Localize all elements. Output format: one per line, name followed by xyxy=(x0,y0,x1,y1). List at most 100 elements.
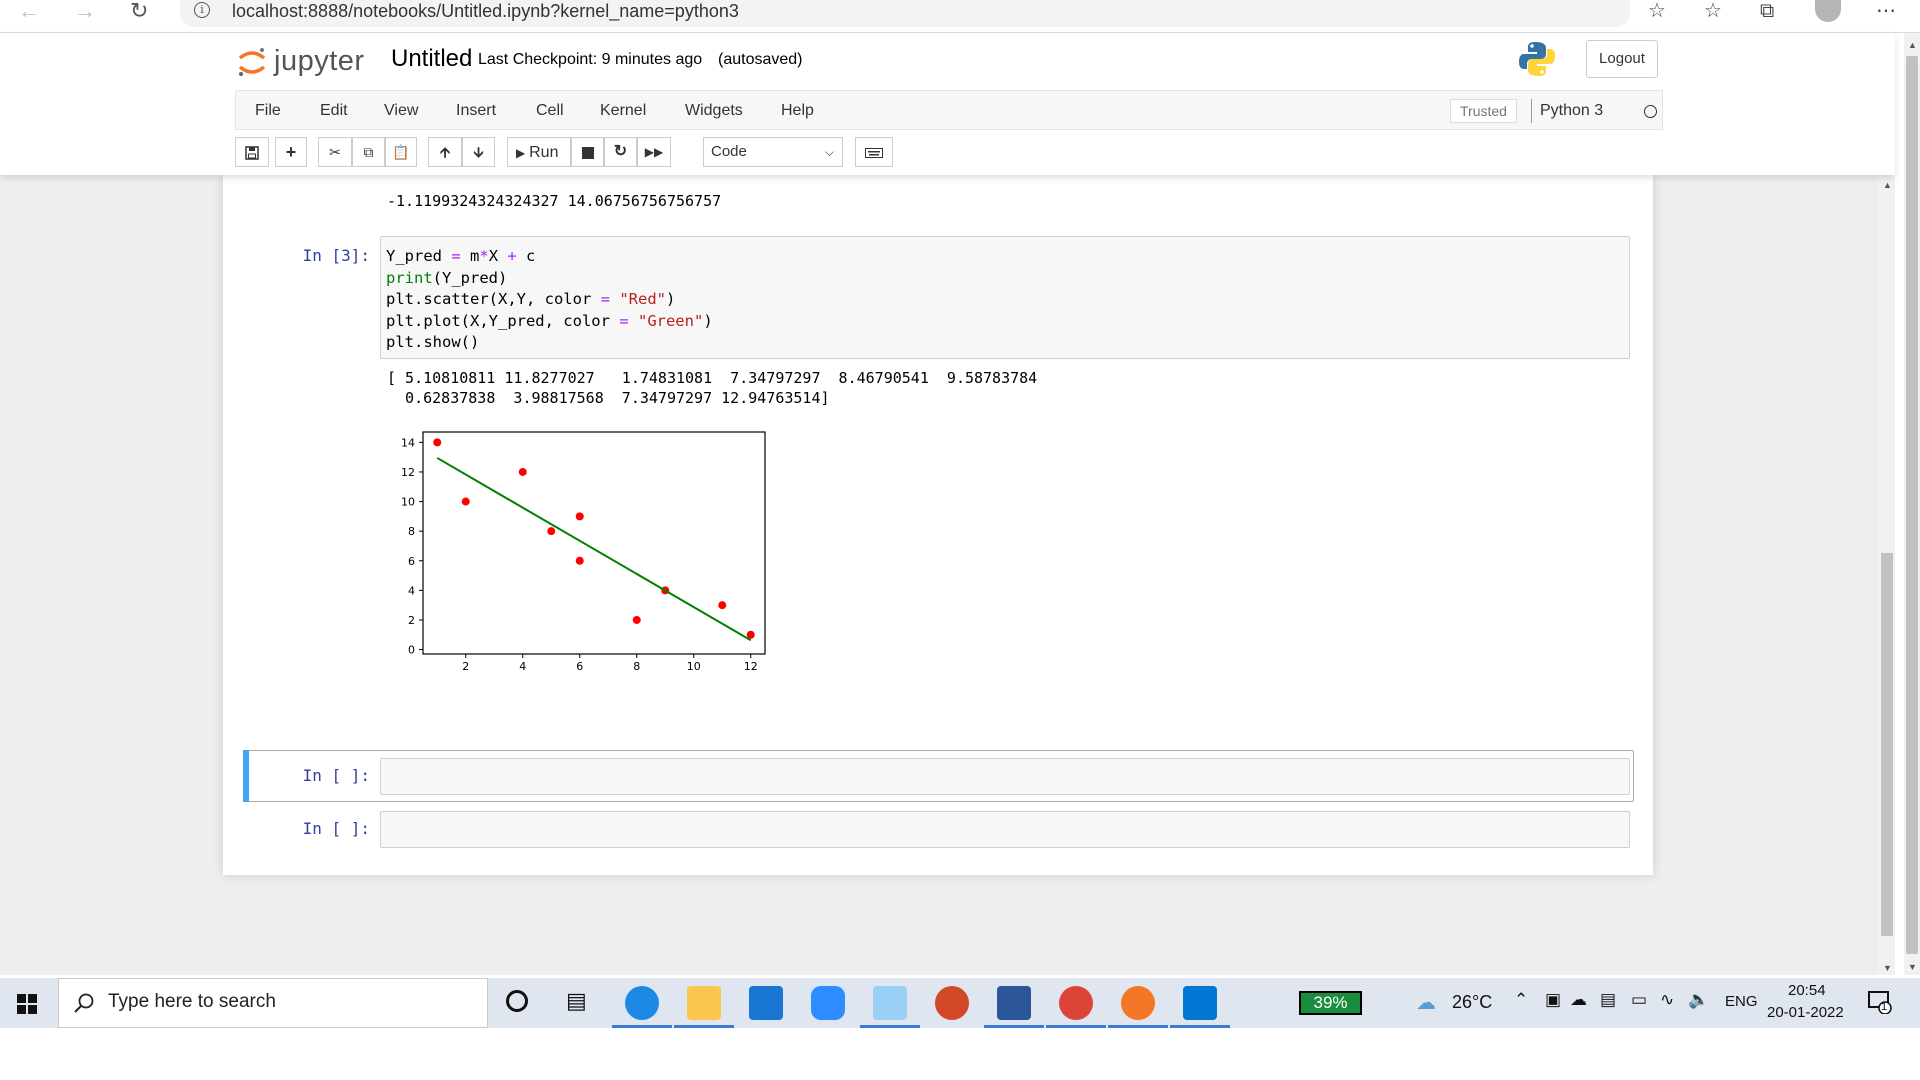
wifi-icon[interactable]: ∿ xyxy=(1660,990,1675,1009)
insert-cell-button[interactable]: + xyxy=(275,137,307,167)
device-icon[interactable]: ▤ xyxy=(1600,990,1617,1009)
menu-kernel[interactable]: Kernel xyxy=(600,102,647,119)
paste-button[interactable]: 📋 xyxy=(385,137,417,167)
copy-button[interactable]: ⧉ xyxy=(352,137,385,167)
restart-icon: ↻ xyxy=(613,143,628,160)
arrow-up-icon: 🡩 xyxy=(439,144,451,160)
empty-cell-editor-2[interactable] xyxy=(380,811,1630,848)
jupyter-active-indicator xyxy=(1108,1025,1168,1028)
chrome-active-indicator xyxy=(1046,1025,1106,1028)
chrome-icon[interactable] xyxy=(1059,986,1093,1020)
scatter-point xyxy=(632,615,641,624)
page-scroll-up-icon[interactable]: ▲ xyxy=(1908,40,1917,50)
move-up-button[interactable]: 🡩 xyxy=(428,137,462,167)
clock-time[interactable]: 20:54 xyxy=(1788,982,1826,999)
stop-icon xyxy=(581,147,594,160)
onedrive-icon[interactable]: ☁ xyxy=(1570,990,1587,1009)
edge-icon[interactable] xyxy=(625,986,659,1020)
weather-icon[interactable]: ☁ xyxy=(1416,992,1436,1014)
jupyter-logo-icon xyxy=(238,48,266,76)
menu-widgets[interactable]: Widgets xyxy=(685,102,743,119)
page-scroll-down-icon[interactable]: ▼ xyxy=(1908,962,1917,972)
kernel-status-icon xyxy=(1644,105,1657,118)
taskbar-search-box[interactable]: Type here to search xyxy=(58,978,488,1028)
paint-icon[interactable] xyxy=(873,986,907,1020)
forward-icon[interactable]: → xyxy=(74,0,96,23)
empty-cell-editor-1[interactable] xyxy=(380,758,1630,795)
vscode-icon[interactable] xyxy=(1183,986,1217,1020)
cut-button[interactable]: ✂ xyxy=(318,137,352,167)
cell-type-value: Code xyxy=(711,143,747,160)
notification-count: 1 xyxy=(1881,1001,1888,1013)
reload-icon[interactable]: ↻ xyxy=(130,0,149,23)
volume-icon[interactable]: 🔈 xyxy=(1688,990,1710,1009)
battery-widget[interactable]: 39% xyxy=(1299,991,1362,1015)
windows-start-icon[interactable] xyxy=(17,994,37,1014)
restart-button[interactable]: ↻ xyxy=(604,137,637,167)
menu-view[interactable]: View xyxy=(384,102,419,119)
battery-tray-icon[interactable]: ▭ xyxy=(1631,990,1648,1009)
powerpoint-icon[interactable] xyxy=(935,986,969,1020)
scatter-plot: 2 4 6 8 10 12 0 2 4 6 8 10 12 14 xyxy=(401,431,766,673)
meet-icon[interactable]: ▣ xyxy=(1545,990,1562,1009)
cell-3-code-editor[interactable]: Y_pred = m*X + c print(Y_pred) plt.scatt… xyxy=(380,236,1630,359)
command-palette-button[interactable] xyxy=(855,137,893,167)
plot-frame xyxy=(422,431,766,655)
trusted-indicator[interactable]: Trusted xyxy=(1450,99,1517,123)
scroll-up-arrow-icon[interactable]: ▲ xyxy=(1883,180,1892,190)
save-icon xyxy=(245,146,259,161)
menu-file[interactable]: File xyxy=(255,102,281,119)
interrupt-button[interactable] xyxy=(571,137,604,167)
notification-center-icon[interactable]: 1 xyxy=(1868,990,1892,1015)
cortana-icon[interactable] xyxy=(506,990,528,1012)
tray-chevron-up-icon[interactable]: ⌃ xyxy=(1514,990,1529,1009)
language-indicator[interactable]: ENG xyxy=(1725,993,1758,1010)
menu-help[interactable]: Help xyxy=(781,102,814,119)
kernel-name[interactable]: Python 3 xyxy=(1540,102,1604,119)
profile-avatar[interactable] xyxy=(1815,0,1841,22)
cell-3-output-line-1: [ 5.10810811 11.8277027 1.74831081 7.347… xyxy=(387,369,1038,387)
scroll-down-arrow-icon[interactable]: ▼ xyxy=(1883,963,1892,973)
regression-line xyxy=(436,457,752,642)
cell-3-output-line-2: 0.62837838 3.98817568 7.34797297 12.9476… xyxy=(387,389,830,407)
mail-icon[interactable] xyxy=(749,986,783,1020)
jupyter-taskbar-icon[interactable] xyxy=(1121,986,1155,1020)
url-text: localhost:8888/notebooks/Untitled.ipynb?… xyxy=(232,1,739,21)
cell-type-select[interactable]: Code ⌵ xyxy=(703,137,843,167)
logout-button[interactable]: Logout xyxy=(1586,40,1658,78)
back-icon[interactable]: ← xyxy=(18,0,40,23)
clock-date[interactable]: 20-01-2022 xyxy=(1767,1004,1844,1021)
notebook-scrollbar-thumb[interactable] xyxy=(1881,553,1893,936)
weather-temp[interactable]: 26°C xyxy=(1452,992,1493,1012)
collections-icon[interactable]: ⧉ xyxy=(1760,0,1775,22)
scatter-point xyxy=(575,556,584,565)
page-scrollbar-thumb[interactable] xyxy=(1906,56,1918,954)
kernel-separator xyxy=(1531,99,1532,123)
word-active-indicator xyxy=(984,1025,1044,1028)
run-button[interactable]: ▶ Run xyxy=(507,137,571,167)
menu-bar: File Edit View Insert Cell Kernel Widget… xyxy=(235,90,1663,130)
search-icon xyxy=(74,993,94,1013)
file-explorer-icon[interactable] xyxy=(687,986,721,1020)
site-info-icon[interactable]: i xyxy=(194,2,210,18)
address-bar[interactable]: i localhost:8888/notebooks/Untitled.ipyn… xyxy=(180,0,1630,27)
word-icon[interactable] xyxy=(997,986,1031,1020)
more-options-icon[interactable]: ⋯ xyxy=(1876,0,1896,22)
restart-run-all-button[interactable]: ▶▶ xyxy=(637,137,671,167)
scatter-point xyxy=(547,527,556,536)
jupyter-logo[interactable]: jupyter xyxy=(237,43,377,83)
menu-edit[interactable]: Edit xyxy=(320,102,348,119)
add-favorite-icon[interactable]: ☆ xyxy=(1648,0,1666,22)
menu-insert[interactable]: Insert xyxy=(456,102,497,119)
y-tick-label: 12 xyxy=(401,466,415,479)
zoom-icon[interactable] xyxy=(811,986,845,1020)
x-tick-label: 6 xyxy=(576,660,583,673)
menu-cell[interactable]: Cell xyxy=(536,102,564,119)
scatter-point xyxy=(518,467,527,476)
favorites-icon[interactable]: ☆ xyxy=(1704,0,1722,22)
task-view-icon[interactable]: ▤ xyxy=(566,988,587,1013)
scatter-point xyxy=(433,438,442,447)
notebook-title[interactable]: Untitled xyxy=(391,45,473,72)
save-button[interactable] xyxy=(235,137,269,167)
move-down-button[interactable]: 🡫 xyxy=(462,137,495,167)
